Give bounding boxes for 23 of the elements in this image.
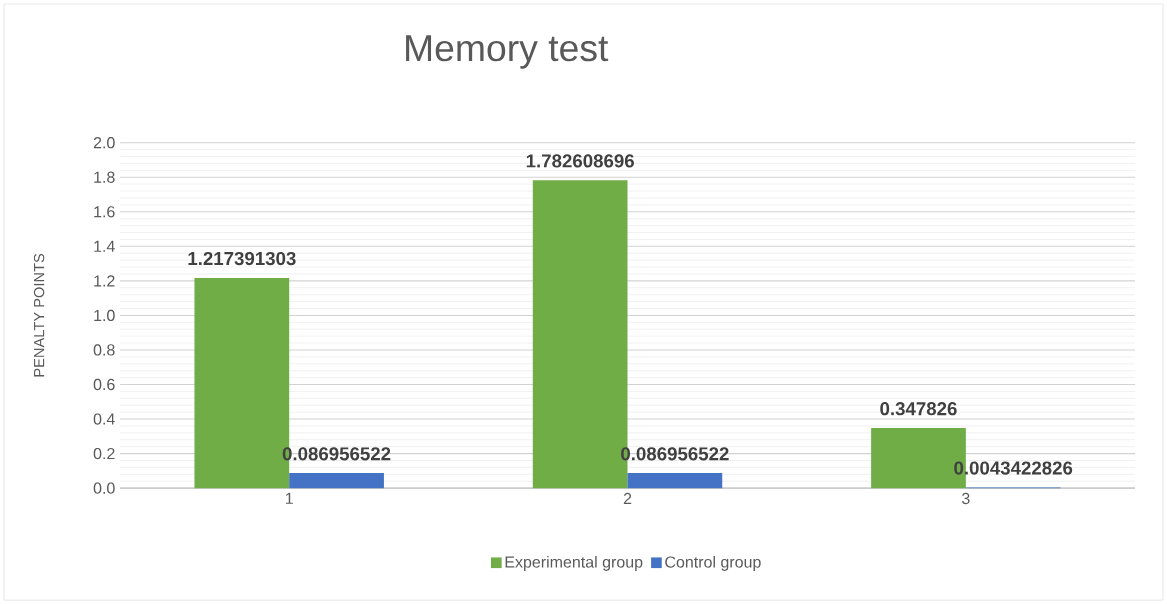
data-label: 0.347826 [880, 402, 957, 416]
legend-label: Control group [665, 555, 761, 571]
y-tick-label: 1.4 [94, 240, 115, 252]
legend-label: Experimental group [505, 555, 643, 571]
y-tick-label: 0.4 [93, 413, 115, 425]
y-tick-label: 2.0 [93, 136, 115, 149]
chart-title: Memory test [406, 35, 609, 69]
bar [289, 473, 384, 489]
bar [627, 473, 723, 489]
data-label: 1.782608696 [526, 154, 634, 168]
x-tick-label: 2 [623, 492, 632, 504]
y-tick-label: 1.0 [94, 309, 115, 321]
y-axis-title: PENALTY POINTS [33, 253, 45, 377]
data-label: 1.217391303 [188, 251, 296, 266]
y-tick-label: 0.0 [93, 482, 115, 494]
x-tick-label: 3 [962, 492, 970, 505]
y-tick-label: 0.6 [93, 378, 115, 391]
y-tick-label: 1.2 [94, 275, 115, 287]
y-tick-label: 1.8 [94, 171, 115, 183]
y-tick-label: 1.6 [94, 206, 115, 218]
y-tick-label: 0.2 [93, 447, 115, 460]
y-tick-label: 0.8 [93, 344, 115, 356]
x-tick-label: 1 [285, 492, 293, 504]
